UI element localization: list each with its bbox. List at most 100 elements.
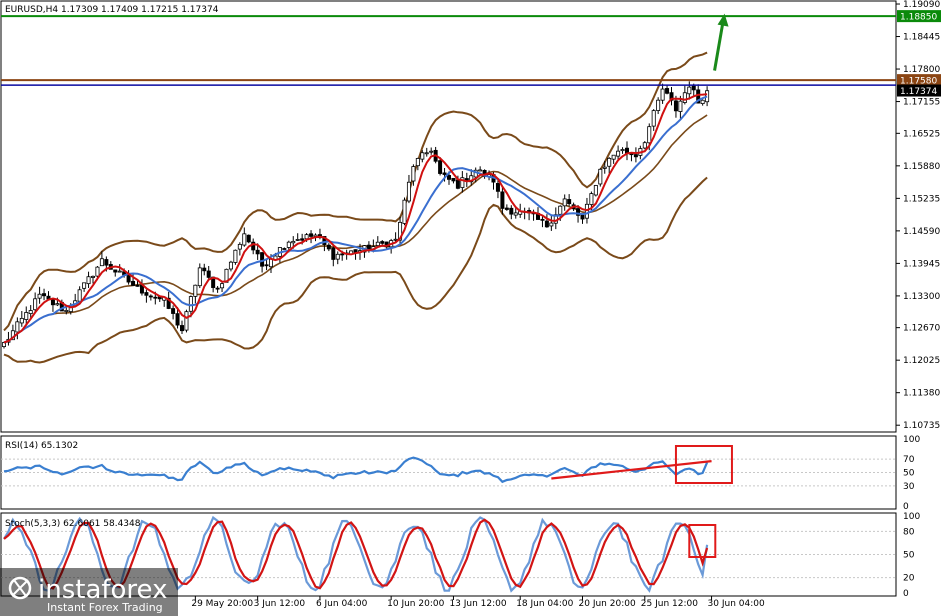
rsi-indicator: 100 70 50 30 0: [1, 435, 920, 512]
candle-body: [687, 86, 692, 95]
candle-body: [15, 321, 20, 333]
price-tick-label: 1.18445: [903, 33, 940, 43]
candle-body: [598, 168, 603, 185]
candle-body: [509, 207, 514, 215]
candle-body: [188, 296, 193, 312]
green-level-tag-bg: [897, 10, 941, 23]
price-tick-label: 1.11380: [903, 389, 940, 399]
candle-body: [607, 157, 612, 167]
candle-body: [295, 239, 300, 241]
candle-body: [540, 218, 545, 221]
candle-body: [220, 283, 225, 289]
price-tick-label: 1.15880: [903, 162, 940, 172]
candle-body: [264, 264, 269, 267]
candle-body: [411, 166, 416, 182]
candle-body: [567, 199, 572, 205]
rsi-level-label: 50: [903, 469, 915, 479]
candle-body: [696, 89, 701, 104]
current-price-tag: 1.17374: [900, 87, 937, 97]
candle-body: [691, 85, 696, 91]
candle-body: [33, 298, 38, 311]
candle-body: [37, 293, 42, 299]
candle-body: [300, 238, 305, 241]
candle-body: [678, 100, 683, 112]
candle-body: [656, 99, 661, 111]
price-tick-layer: 1.10735 1.11380 1.12025 1.12670 1.13300 1.139…: [896, 0, 940, 431]
up-arrow-head: [717, 13, 729, 27]
rsi-level-label: 30: [903, 482, 915, 492]
stoch-level-label: 100: [903, 512, 920, 522]
candle-body: [99, 258, 104, 267]
candle-body: [64, 309, 69, 312]
price-tick-label: 1.13300: [903, 292, 940, 302]
moving-average-12: [3, 95, 708, 344]
candle-body: [576, 208, 581, 216]
price-tick-label: 1.10735: [903, 421, 940, 431]
instaforex-logo-icon: [8, 576, 32, 600]
candle-body: [558, 205, 563, 215]
moving-averages: [3, 93, 708, 344]
green-level-tag: 1.18850: [900, 13, 937, 23]
candle-body: [415, 158, 420, 167]
candle-body: [420, 152, 425, 160]
candle-body: [86, 276, 91, 285]
watermark-tagline: Instant Forex Trading: [47, 601, 163, 614]
time-tick-label: 13 Jun 12:00: [449, 599, 506, 609]
candle-body: [233, 249, 238, 263]
candle-body: [495, 183, 500, 192]
candle-body: [322, 236, 327, 245]
candle-body: [455, 179, 460, 189]
candle-body: [246, 234, 251, 243]
candle-body: [406, 181, 411, 202]
candle-body: [19, 317, 24, 324]
rsi-title: RSI(14) 65.1302: [5, 441, 78, 451]
candle-body: [562, 198, 567, 207]
rsi-trendline: [551, 460, 712, 480]
candle-body: [91, 275, 96, 278]
time-tick-label: 18 Jun 04:00: [516, 599, 573, 609]
candle-body: [326, 244, 331, 250]
candle-body: [135, 284, 140, 287]
rsi-line: [3, 456, 709, 484]
candle-body: [95, 266, 100, 277]
candle-body: [549, 222, 554, 227]
time-tick-label: 6 Jun 04:00: [316, 599, 368, 609]
candle-body: [82, 282, 87, 289]
candle-body: [513, 212, 518, 216]
candle-body: [291, 240, 296, 244]
stoch-highlight-box: [688, 524, 717, 558]
candle-body: [50, 299, 55, 306]
candle-body: [179, 325, 184, 332]
price-tick-label: 1.16525: [903, 129, 940, 139]
candle-body: [28, 310, 33, 314]
candle-body: [237, 243, 242, 250]
candle-body: [651, 110, 656, 127]
candle-body: [673, 100, 678, 112]
price-tick-label: 1.15235: [903, 194, 940, 204]
candle-body: [611, 154, 616, 160]
time-tick-label: 3 Jun 12:00: [254, 599, 306, 609]
price-tick-label: 1.12025: [903, 356, 940, 366]
price-tick-label: 1.17800: [903, 65, 940, 75]
candle-body: [171, 308, 176, 314]
price-tick-label: 1.12670: [903, 324, 940, 334]
candle-body: [24, 312, 29, 320]
candle-body: [331, 247, 336, 260]
rsi-level-label: 100: [903, 435, 920, 445]
candle-body: [544, 220, 549, 228]
rsi-level-label: 0: [903, 502, 909, 512]
candle-body: [148, 295, 153, 298]
candle-body: [446, 175, 451, 180]
candle-body: [255, 249, 260, 255]
candle-body: [175, 313, 180, 326]
price-tick-label: 1.14590: [903, 227, 940, 237]
candle-body: [633, 154, 638, 158]
price-tick-label: 1.17155: [903, 98, 940, 108]
watermark: instaforex Instant Forex Trading: [0, 568, 178, 616]
rsi-level-label: 70: [903, 455, 915, 465]
candle-body: [438, 160, 443, 174]
candle-body: [113, 269, 118, 273]
candle-body: [478, 169, 483, 172]
candle-body: [184, 311, 189, 331]
